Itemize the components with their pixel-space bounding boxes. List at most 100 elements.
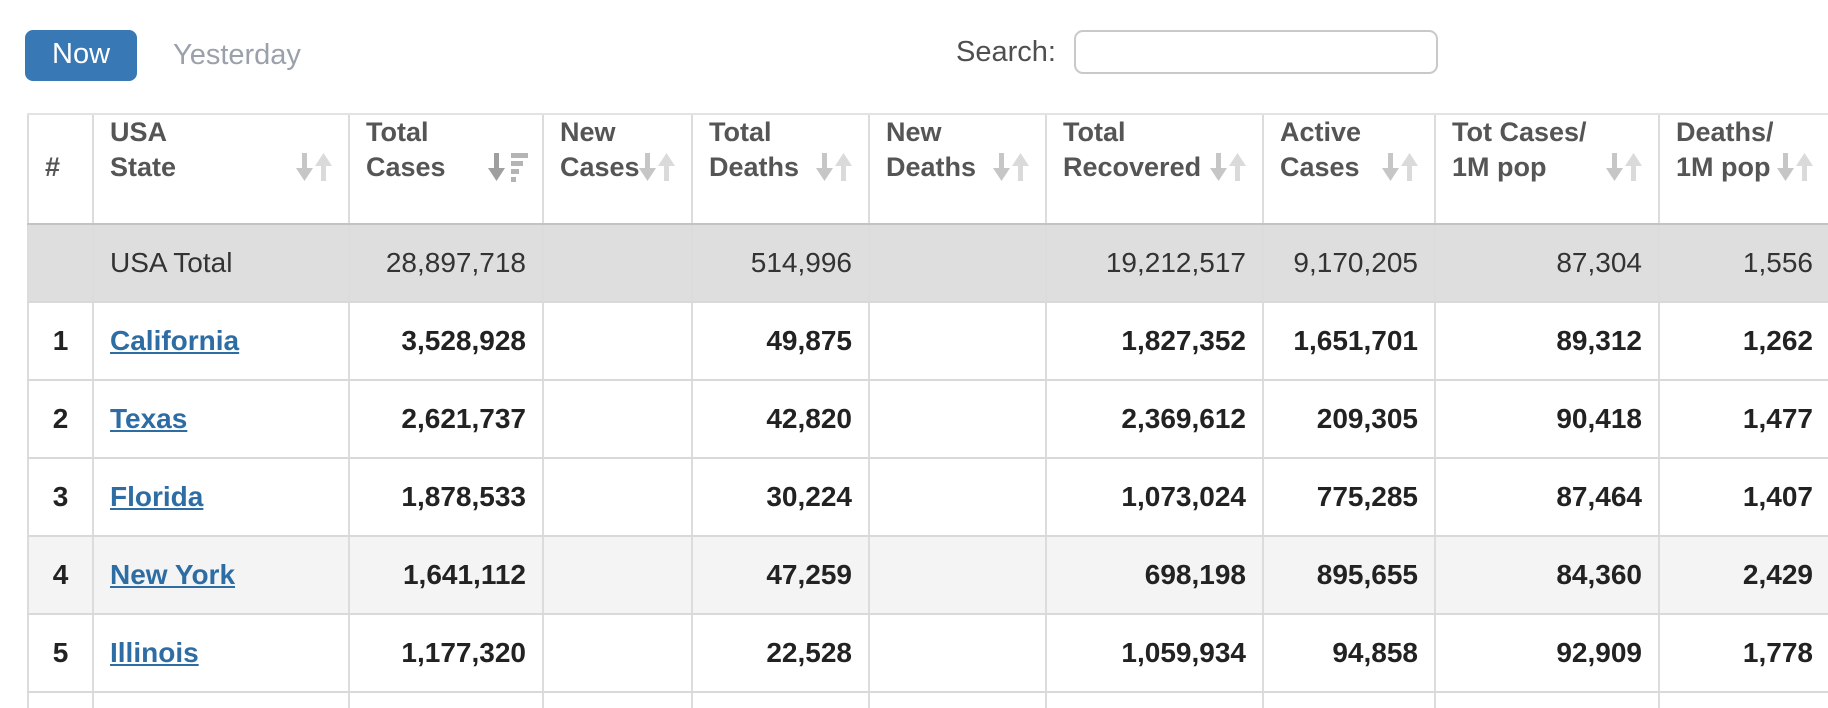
column-header-label: State (110, 152, 177, 182)
yesterday-button[interactable]: Yesterday (167, 38, 307, 73)
cell-total-recovered: 1,059,934 (1045, 614, 1263, 693)
table-row-partial (27, 692, 1828, 708)
column-header-total-cases[interactable]: Total Cases (348, 113, 543, 225)
cell-rank: 4 (27, 536, 93, 615)
cell-new-deaths (868, 302, 1046, 381)
cell-total-recovered: 19,212,517 (1045, 224, 1263, 303)
cell-active-cases: 94,858 (1262, 614, 1435, 693)
column-header-active-cases[interactable]: Active Cases (1262, 113, 1435, 225)
cell-new-deaths (868, 380, 1046, 459)
column-header-new-cases[interactable]: New Cases (542, 113, 692, 225)
column-header-label: Cases (366, 152, 446, 182)
cell-new-deaths (868, 614, 1046, 693)
cell-deaths-1m: 1,778 (1658, 614, 1828, 693)
cell-active-cases (1262, 692, 1435, 708)
cell-new-deaths (868, 458, 1046, 537)
column-header-label: Active (1280, 117, 1362, 147)
cell-total-deaths: 22,528 (691, 614, 869, 693)
cell-tot-cases-1m (1434, 692, 1659, 708)
now-button[interactable]: Now (25, 30, 138, 81)
cell-rank: 5 (27, 614, 93, 693)
column-header-label: Cases (1280, 152, 1360, 182)
cell-tot-cases-1m: 87,304 (1434, 224, 1659, 303)
column-header-new-deaths[interactable]: New Deaths (868, 113, 1046, 225)
states-table: # USA State Total Cases New Cases Total Deaths Ne… (27, 113, 1828, 708)
cell-new-deaths (868, 536, 1046, 615)
sort-arrows-icon (812, 152, 856, 182)
column-header-total-recovered[interactable]: Total Recovered (1045, 113, 1263, 225)
cell-total-cases: 1,177,320 (348, 614, 543, 693)
table-row: 1 California 3,528,928 49,875 1,827,352 1,651… (27, 302, 1828, 381)
cell-state: California (92, 302, 349, 381)
column-header-label: New (560, 117, 616, 147)
cell-total-deaths: 514,996 (691, 224, 869, 303)
cell-total-cases: 1,641,112 (348, 536, 543, 615)
cell-tot-cases-1m: 90,418 (1434, 380, 1659, 459)
cell-state: New York (92, 536, 349, 615)
column-header-label: Total (709, 117, 772, 147)
cell-state: Texas (92, 380, 349, 459)
column-header-label: Tot Cases/ (1452, 117, 1587, 147)
state-link[interactable]: Illinois (110, 637, 199, 668)
sort-arrows-icon (1773, 152, 1817, 182)
cell-active-cases: 9,170,205 (1262, 224, 1435, 303)
cell-total-cases: 3,528,928 (348, 302, 543, 381)
column-header-total-deaths[interactable]: Total Deaths (691, 113, 869, 225)
sort-descending-icon (486, 152, 530, 182)
cell-total-cases: 2,621,737 (348, 380, 543, 459)
column-header-deaths-1m[interactable]: Deaths/1M pop (1658, 113, 1828, 225)
cell-tot-cases-1m: 87,464 (1434, 458, 1659, 537)
cell-new-cases (542, 614, 692, 693)
column-header-label: # (45, 152, 61, 182)
cell-new-cases (542, 380, 692, 459)
column-header-state[interactable]: USA State (92, 113, 349, 225)
cell-active-cases: 895,655 (1262, 536, 1435, 615)
cell-state: USA Total (92, 224, 349, 303)
cell-total-cases: 1,878,533 (348, 458, 543, 537)
cell-new-cases (542, 536, 692, 615)
column-header-label: Total (1063, 117, 1126, 147)
cell-total-deaths: 42,820 (691, 380, 869, 459)
state-link[interactable]: Florida (110, 481, 204, 512)
state-link[interactable]: Texas (110, 403, 188, 434)
column-header-label: Total (366, 117, 429, 147)
cell-tot-cases-1m: 89,312 (1434, 302, 1659, 381)
search-label: Search: (956, 35, 1056, 68)
column-header-label: New (886, 117, 942, 147)
states-table-container: # USA State Total Cases New Cases Total Deaths Ne… (27, 113, 1828, 708)
cell-rank: 2 (27, 380, 93, 459)
cell-tot-cases-1m: 84,360 (1434, 536, 1659, 615)
column-header-tot-cases-1m[interactable]: Tot Cases/1M pop (1434, 113, 1659, 225)
column-header-label: Recovered (1063, 152, 1202, 182)
column-header-label: Cases (560, 152, 640, 182)
sort-arrows-icon (1378, 152, 1422, 182)
cell-total-cases (348, 692, 543, 708)
cell-tot-cases-1m: 92,909 (1434, 614, 1659, 693)
cell-total-recovered (1045, 692, 1263, 708)
state-link[interactable]: California (110, 325, 240, 356)
cell-new-cases (542, 302, 692, 381)
cell-new-cases (542, 224, 692, 303)
cell-new-deaths (868, 692, 1046, 708)
table-row: 4 New York 1,641,112 47,259 698,198 895,655 84… (27, 536, 1828, 615)
cell-total-cases: 28,897,718 (348, 224, 543, 303)
cell-rank: 1 (27, 302, 93, 381)
column-header-rank: # (27, 113, 93, 225)
cell-total-recovered: 2,369,612 (1045, 380, 1263, 459)
cell-rank (27, 224, 93, 303)
column-header-label: Deaths (709, 152, 800, 182)
cell-total-deaths: 47,259 (691, 536, 869, 615)
cell-deaths-1m: 1,407 (1658, 458, 1828, 537)
cell-total-recovered: 1,827,352 (1045, 302, 1263, 381)
cell-active-cases: 1,651,701 (1262, 302, 1435, 381)
table-row: 2 Texas 2,621,737 42,820 2,369,612 209,305 90,… (27, 380, 1828, 459)
time-toggle: Now Yesterday (25, 30, 307, 81)
cell-new-cases (542, 692, 692, 708)
cell-new-deaths (868, 224, 1046, 303)
cell-total-deaths: 30,224 (691, 458, 869, 537)
search-input[interactable] (1073, 30, 1438, 74)
cell-state (92, 692, 349, 708)
cell-active-cases: 209,305 (1262, 380, 1435, 459)
sort-arrows-icon (1602, 152, 1646, 182)
state-link[interactable]: New York (110, 559, 236, 590)
